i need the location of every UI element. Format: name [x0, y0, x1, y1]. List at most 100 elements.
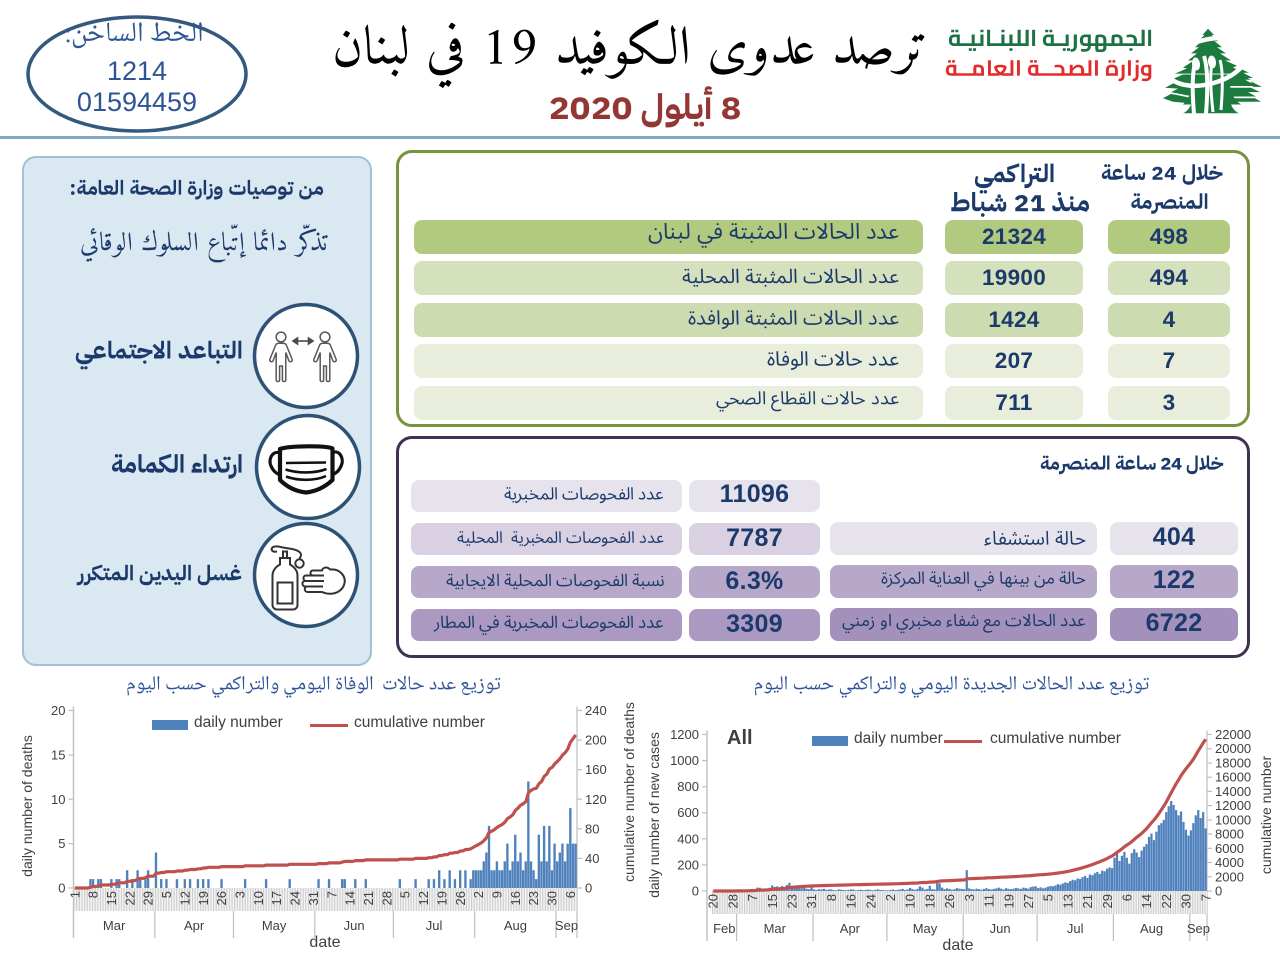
svg-text:7: 7 [745, 894, 760, 901]
svg-text:10: 10 [51, 792, 65, 807]
svg-text:800: 800 [677, 779, 699, 794]
svg-text:5: 5 [1041, 894, 1056, 901]
svg-text:9: 9 [490, 891, 505, 898]
svg-text:23: 23 [526, 891, 541, 905]
svg-text:20000: 20000 [1215, 741, 1251, 756]
svg-text:23: 23 [785, 894, 800, 908]
svg-text:160: 160 [585, 762, 607, 777]
svg-text:0: 0 [58, 881, 65, 896]
svg-text:Jun: Jun [344, 918, 365, 933]
svg-text:15: 15 [104, 891, 119, 905]
svg-text:10: 10 [251, 891, 266, 905]
svg-text:daily number of deaths: daily number of deaths [19, 735, 35, 877]
svg-text:Jun: Jun [990, 921, 1011, 936]
svg-text:22000: 22000 [1215, 727, 1251, 742]
svg-text:21: 21 [361, 891, 376, 905]
svg-text:2000: 2000 [1215, 869, 1244, 884]
svg-text:14: 14 [1139, 894, 1154, 908]
svg-text:21: 21 [1080, 894, 1095, 908]
svg-text:31: 31 [804, 894, 819, 908]
svg-text:14000: 14000 [1215, 784, 1251, 799]
svg-text:22: 22 [122, 891, 137, 905]
svg-text:28: 28 [379, 891, 394, 905]
svg-text:5: 5 [398, 891, 413, 898]
svg-text:Apr: Apr [840, 921, 861, 936]
svg-text:18000: 18000 [1215, 756, 1251, 771]
svg-text:400: 400 [677, 831, 699, 846]
svg-text:5: 5 [159, 891, 174, 898]
svg-text:4000: 4000 [1215, 855, 1244, 870]
svg-text:3: 3 [962, 894, 977, 901]
svg-text:24: 24 [288, 891, 303, 905]
svg-text:600: 600 [677, 805, 699, 820]
svg-text:19: 19 [196, 891, 211, 905]
svg-text:3: 3 [233, 891, 248, 898]
svg-text:28: 28 [725, 894, 740, 908]
svg-text:Feb: Feb [713, 921, 735, 936]
svg-text:240: 240 [585, 703, 607, 718]
svg-text:19: 19 [1001, 894, 1016, 908]
svg-text:29: 29 [1100, 894, 1115, 908]
svg-text:0: 0 [1215, 884, 1222, 899]
svg-text:15: 15 [51, 747, 65, 762]
svg-text:16: 16 [508, 891, 523, 905]
svg-text:May: May [262, 918, 287, 933]
svg-text:Sep: Sep [1187, 921, 1210, 936]
svg-text:16: 16 [844, 894, 859, 908]
svg-text:0: 0 [692, 884, 699, 899]
svg-text:200: 200 [585, 733, 607, 748]
svg-text:200: 200 [677, 857, 699, 872]
svg-text:80: 80 [585, 821, 599, 836]
svg-text:120: 120 [585, 792, 607, 807]
svg-text:cumulative number of deaths: cumulative number of deaths [621, 702, 637, 882]
svg-text:Jul: Jul [426, 918, 443, 933]
svg-text:10000: 10000 [1215, 812, 1251, 827]
svg-text:1: 1 [67, 891, 82, 898]
svg-text:26: 26 [214, 891, 229, 905]
svg-text:2: 2 [883, 894, 898, 901]
svg-text:Aug: Aug [504, 918, 527, 933]
svg-text:date: date [942, 937, 973, 954]
svg-text:26: 26 [453, 891, 468, 905]
svg-text:31: 31 [306, 891, 321, 905]
svg-text:Jul: Jul [1067, 921, 1084, 936]
svg-text:daily number of new cases: daily number of new cases [646, 732, 662, 898]
svg-text:2: 2 [471, 891, 486, 898]
svg-text:20: 20 [51, 703, 65, 718]
svg-text:30: 30 [1179, 894, 1194, 908]
svg-text:7: 7 [324, 891, 339, 898]
svg-text:10: 10 [903, 894, 918, 908]
svg-text:29: 29 [141, 891, 156, 905]
svg-text:14: 14 [343, 891, 358, 905]
svg-text:8: 8 [824, 894, 839, 901]
svg-text:24: 24 [863, 894, 878, 908]
svg-text:12: 12 [178, 891, 193, 905]
svg-text:1000: 1000 [670, 753, 699, 768]
svg-text:16000: 16000 [1215, 770, 1251, 785]
svg-text:1200: 1200 [670, 727, 699, 742]
svg-text:40: 40 [585, 851, 599, 866]
svg-text:May: May [913, 921, 938, 936]
svg-text:Mar: Mar [103, 918, 126, 933]
svg-text:0: 0 [585, 881, 592, 896]
svg-text:8: 8 [86, 891, 101, 898]
svg-text:6: 6 [1120, 894, 1135, 901]
svg-text:13: 13 [1060, 894, 1075, 908]
svg-text:30: 30 [545, 891, 560, 905]
svg-text:18: 18 [922, 894, 937, 908]
svg-text:Sep: Sep [555, 918, 578, 933]
svg-text:5: 5 [58, 836, 65, 851]
svg-text:6: 6 [563, 891, 578, 898]
svg-text:27: 27 [1021, 894, 1036, 908]
svg-text:Apr: Apr [184, 918, 205, 933]
svg-text:20: 20 [706, 894, 721, 908]
svg-text:6000: 6000 [1215, 841, 1244, 856]
svg-text:date: date [309, 934, 340, 951]
svg-text:12: 12 [416, 891, 431, 905]
svg-text:Mar: Mar [764, 921, 787, 936]
svg-text:Aug: Aug [1140, 921, 1163, 936]
svg-text:26: 26 [942, 894, 957, 908]
svg-text:15: 15 [765, 894, 780, 908]
svg-text:12000: 12000 [1215, 798, 1251, 813]
svg-text:8000: 8000 [1215, 827, 1244, 842]
